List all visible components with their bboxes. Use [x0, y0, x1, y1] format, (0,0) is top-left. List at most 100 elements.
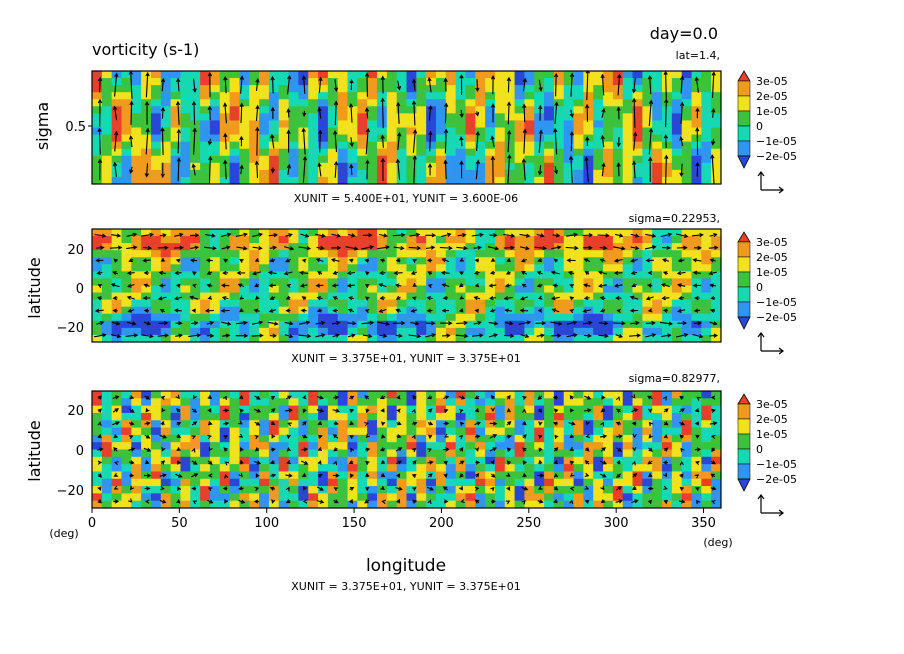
field-cell [131, 493, 142, 502]
vector-arrow [709, 271, 717, 275]
field-cell [396, 71, 408, 79]
field-cell [691, 278, 702, 287]
field-cell [524, 134, 535, 143]
field-cell [396, 434, 408, 443]
vector-arrow [457, 234, 466, 237]
field-cell [308, 471, 319, 480]
vector-arrowhead [459, 74, 464, 79]
field-cell [514, 120, 526, 129]
field-cell [563, 327, 575, 336]
vector-arrowhead [474, 499, 480, 504]
field-cell [622, 500, 634, 508]
field-cell [131, 257, 142, 265]
field-cell [170, 229, 182, 237]
field-cell [239, 464, 250, 473]
field-cell [573, 271, 585, 280]
vector-arrowhead [507, 154, 512, 159]
field-cell [249, 313, 260, 322]
vector-arrowhead [99, 245, 105, 250]
field-cell [642, 134, 653, 143]
field-cell [200, 299, 211, 308]
vector-arrowhead [349, 142, 354, 148]
field-cell [141, 493, 152, 502]
field-cell [357, 493, 368, 502]
field-cell [249, 162, 260, 171]
vector-arrowhead [382, 333, 388, 338]
field-cell [514, 71, 526, 79]
field-cell [357, 486, 368, 494]
field-cell [347, 398, 358, 407]
vector-arrowhead [505, 500, 511, 505]
field-cell [101, 464, 113, 473]
field-cell [583, 299, 594, 308]
field-cell [259, 162, 270, 171]
vector-arrowhead [475, 159, 481, 164]
panel2-heatmap [92, 229, 721, 342]
vector-arrow [661, 334, 671, 337]
field-cell [337, 391, 349, 399]
field-cell [524, 127, 535, 136]
field-cell [190, 464, 201, 473]
field-cell [494, 250, 506, 258]
field-cell [278, 141, 290, 150]
field-cell [612, 134, 624, 143]
vector-arrowhead [506, 76, 512, 82]
field-cell [357, 229, 368, 237]
field-cell [92, 127, 103, 136]
field-cell [268, 285, 280, 294]
field-cell [465, 229, 476, 237]
field-cell [200, 398, 211, 407]
field-cell [92, 71, 103, 79]
field-cell [603, 176, 614, 184]
field-cell [691, 176, 702, 184]
field-cell [485, 420, 496, 429]
field-cell [612, 250, 624, 258]
vector-arrow [598, 334, 608, 337]
vector-arrowhead [349, 435, 354, 440]
field-cell [475, 127, 486, 136]
vector-arrow [630, 246, 639, 250]
field-cell [131, 464, 142, 473]
field-cell [475, 292, 486, 301]
field-cell [219, 334, 231, 342]
vector-arrowhead [113, 434, 119, 439]
vector-arrow [188, 334, 201, 337]
vector-arrowhead [629, 295, 635, 300]
field-cell [514, 500, 526, 508]
field-cell [662, 271, 673, 280]
field-cell [288, 500, 299, 508]
field-cell [180, 449, 191, 458]
colorbar-segment [737, 418, 751, 435]
field-cell [278, 456, 290, 465]
field-cell [209, 92, 221, 100]
field-cell [465, 99, 476, 107]
field-cell [701, 134, 712, 143]
field-cell [652, 299, 663, 308]
vector-arrow [680, 76, 683, 94]
vector-arrowhead [226, 321, 232, 326]
vector-arrow [110, 334, 121, 338]
vector-arrowhead [254, 283, 259, 288]
field-cell [435, 442, 447, 451]
field-cell [386, 113, 398, 122]
field-cell [603, 493, 614, 502]
field-cell [573, 78, 585, 86]
field-cell [544, 113, 555, 122]
field-cell [347, 493, 358, 502]
field-cell [544, 78, 555, 86]
panel3-vector-arrows [97, 394, 718, 505]
vector-arrowhead [569, 131, 574, 136]
field-cell [377, 464, 388, 473]
vector-arrowhead [177, 486, 182, 491]
field-cell [406, 292, 417, 301]
field-cell [563, 478, 575, 487]
vector-arrowhead [173, 308, 179, 313]
field-cell [239, 493, 250, 502]
vector-arrow [316, 246, 324, 249]
field-cell [662, 285, 673, 294]
vector-arrow [709, 233, 717, 237]
vector-arrow [566, 233, 578, 237]
field-cell [337, 398, 349, 407]
field-cell [544, 478, 555, 487]
field-cell [652, 292, 663, 301]
